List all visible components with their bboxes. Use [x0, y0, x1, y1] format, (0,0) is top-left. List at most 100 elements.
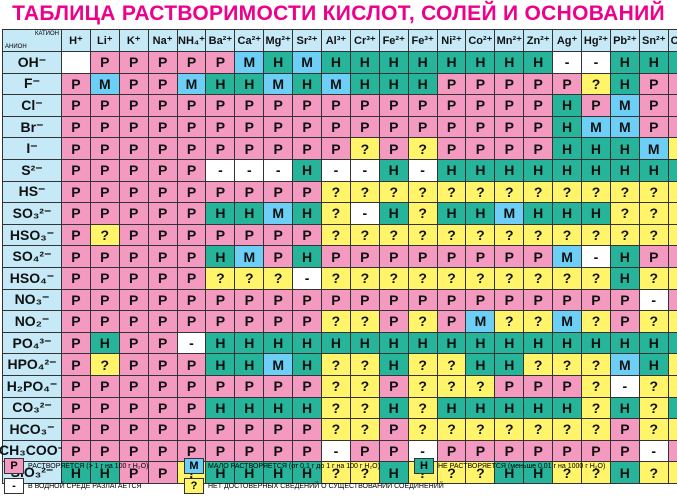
cell: Р [148, 52, 177, 73]
cell: ? [466, 181, 495, 203]
cell: Р [90, 52, 119, 73]
cell: ? [437, 224, 466, 246]
cell: - [350, 203, 379, 224]
cell: Н [90, 462, 119, 483]
cell: Н [379, 203, 408, 224]
cell: М [495, 203, 524, 224]
cell: Н [350, 52, 379, 73]
cell: Р [668, 289, 677, 311]
cell: Р [119, 332, 148, 354]
cell: Р [495, 138, 524, 159]
cation-header: Mn²⁺ [495, 30, 524, 51]
cell: Р [264, 419, 293, 440]
cell: Р [177, 52, 206, 73]
cell: Н [524, 203, 553, 224]
cell: Р [90, 95, 119, 116]
cell: Р [206, 95, 235, 116]
cell: ? [610, 181, 639, 203]
cell: Р [466, 289, 495, 311]
cell: Н [408, 332, 437, 354]
cell: Р [495, 440, 524, 462]
cell: ? [639, 375, 668, 397]
cell: ? [322, 354, 350, 375]
cell: ? [322, 181, 350, 203]
cell: Р [148, 267, 177, 289]
cell: Р [90, 419, 119, 440]
cell: Р [206, 181, 235, 203]
cell: Н [293, 246, 322, 267]
cell: ? [553, 419, 582, 440]
anion-header: HSO₃⁻ [3, 224, 61, 246]
cell: Р [62, 73, 90, 95]
cell: ? [524, 181, 553, 203]
cell: Р [119, 440, 148, 462]
cell: Р [177, 246, 206, 267]
cell: Р [119, 159, 148, 181]
cell: Н [495, 52, 524, 73]
cell: Р [495, 375, 524, 397]
cell: Р [62, 289, 90, 311]
cell: Р [235, 116, 264, 138]
cell: Н [206, 397, 235, 419]
cell: Р [119, 138, 148, 159]
anion-header: SO₄²⁻ [3, 246, 61, 267]
cell: ? [408, 419, 437, 440]
anion-header: OH⁻ [3, 52, 61, 73]
cell: Р [350, 440, 379, 462]
corner-cell: КАТИОН АНИОН [3, 30, 61, 51]
cell: ? [408, 354, 437, 375]
anion-header: CO₃²⁻ [3, 397, 61, 419]
cell: Р [177, 289, 206, 311]
anion-header: I⁻ [3, 138, 61, 159]
cell: Р [322, 116, 350, 138]
cell: Р [90, 397, 119, 419]
cell: Р [62, 116, 90, 138]
cell: Р [322, 246, 350, 267]
cell: Р [293, 181, 322, 203]
cell: Н [235, 73, 264, 95]
cell: Р [62, 440, 90, 462]
cell: Р [379, 95, 408, 116]
cell: ? [553, 462, 582, 483]
cell: ? [408, 203, 437, 224]
cell: Р [148, 311, 177, 332]
legend-symbol: Н [414, 458, 434, 474]
cell: Р [264, 181, 293, 203]
cell: Р [379, 419, 408, 440]
cell: Н [466, 354, 495, 375]
cell: М [610, 354, 639, 375]
cell: Р [90, 203, 119, 224]
cell: ? [524, 267, 553, 289]
cell: ? [437, 462, 466, 483]
anion-header: HPO₄²⁻ [3, 354, 61, 375]
cell: ? [437, 375, 466, 397]
cell: Н [235, 462, 264, 483]
cell: Н [553, 95, 582, 116]
cell: ? [668, 462, 677, 483]
cell: М [610, 95, 639, 116]
cell: ? [322, 311, 350, 332]
cell: Н [206, 246, 235, 267]
cell: ? [466, 462, 495, 483]
cell: - [610, 375, 639, 397]
cell: ? [466, 224, 495, 246]
cell: Р [62, 159, 90, 181]
cell: Р [553, 289, 582, 311]
cation-header: Co²⁺ [466, 30, 495, 51]
cell: Р [119, 116, 148, 138]
cell: Р [177, 311, 206, 332]
cell: Н [437, 203, 466, 224]
cell: Н [524, 52, 553, 73]
cell: Н [582, 159, 610, 181]
cell: Р [293, 95, 322, 116]
cell: Р [466, 73, 495, 95]
cell: ? [524, 224, 553, 246]
cell: ? [408, 311, 437, 332]
cell: Р [466, 95, 495, 116]
cell: ? [582, 73, 610, 95]
cell: Р [62, 95, 90, 116]
cell: ? [322, 397, 350, 419]
cell: Р [668, 440, 677, 462]
cell: Н [90, 332, 119, 354]
cell: Р [293, 375, 322, 397]
